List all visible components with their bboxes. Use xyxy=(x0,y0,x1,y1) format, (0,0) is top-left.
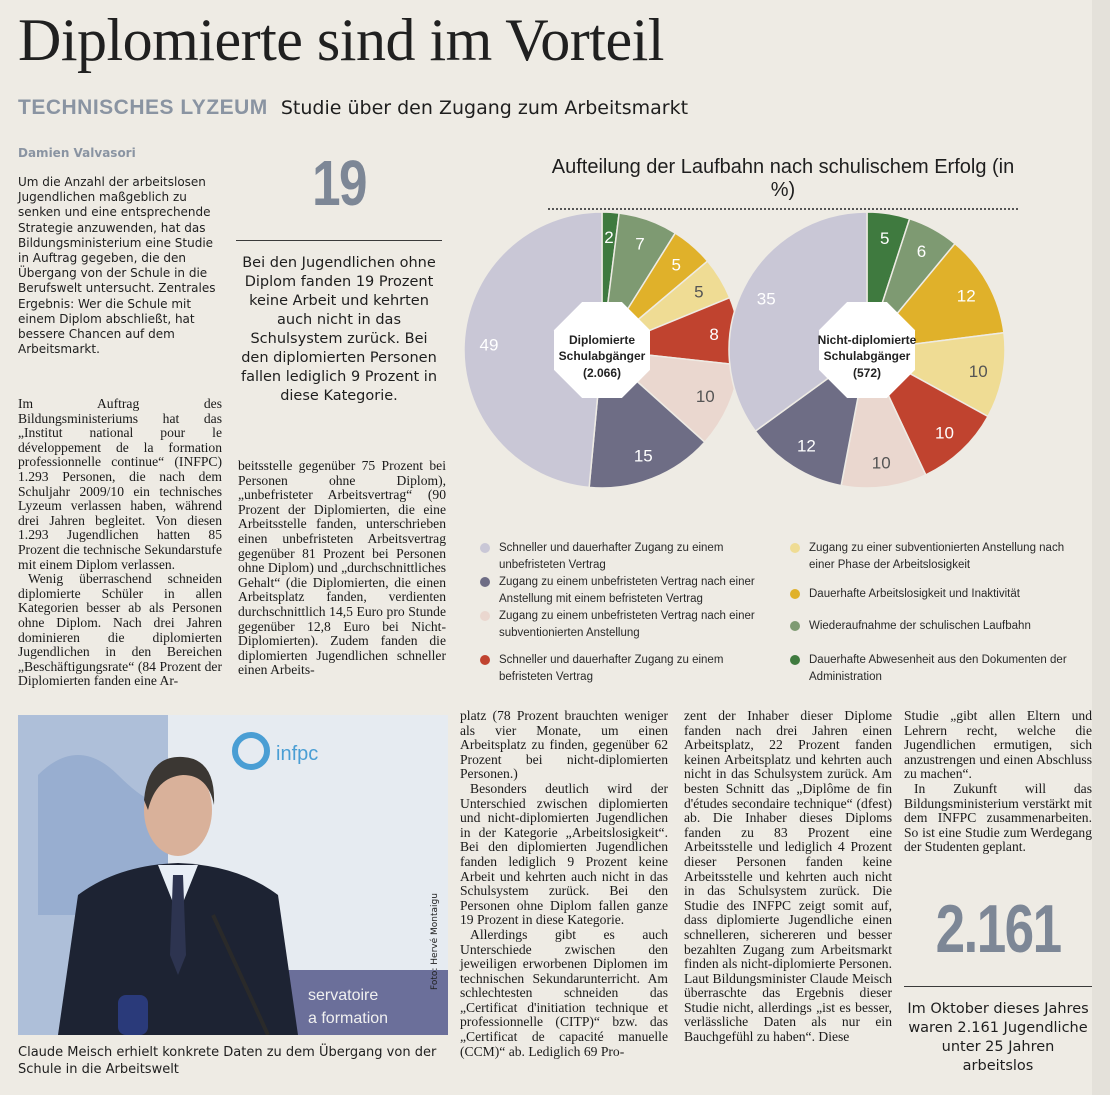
article-column-1: Im Auftrag des Bildungsministeriums hat … xyxy=(18,396,222,689)
speaker-hair xyxy=(144,756,215,810)
backdrop-logo-text: infpc xyxy=(276,743,318,765)
paragraph: Im Auftrag des Bildungsministeriums hat … xyxy=(18,396,222,572)
legend-swatch xyxy=(480,611,490,621)
slice-value-label: 6 xyxy=(917,242,926,261)
microphone-icon xyxy=(118,995,148,1035)
speaker-tie xyxy=(170,875,186,975)
paragraph: Allerdings gibt es auch Unterschiede zwi… xyxy=(460,926,668,1059)
pie-slice xyxy=(728,211,868,433)
article-column-4: zent der Inhaber dieser Diplome fanden n… xyxy=(684,708,892,1045)
legend-swatch xyxy=(790,589,800,599)
donut-center-count: (572) xyxy=(853,366,881,380)
donut-center xyxy=(554,302,650,398)
article-column-2: beitsstelle gegenüber 75 Prozent bei Per… xyxy=(238,458,447,678)
legend-label: Schneller und dauerhafter Zugang zu eine… xyxy=(499,654,724,683)
slice-value-label: 8 xyxy=(709,325,718,344)
banner-text: a formation xyxy=(308,1010,388,1027)
slice-value-label: 5 xyxy=(694,282,703,301)
legend-swatch xyxy=(480,655,490,665)
highlight-text-19: Bei den Jugendlichen ohne Diplom fanden … xyxy=(240,255,438,404)
slice-value-label: 5 xyxy=(671,256,680,275)
adjacent-page-edge xyxy=(1092,0,1110,1095)
chart-title: Aufteilung der Laufbahn nach schulischem… xyxy=(548,156,1018,210)
microphone xyxy=(211,914,270,1035)
legend-label: Dauerhafte Abwesenheit aus den Dokumente… xyxy=(809,654,1067,683)
legend-swatch xyxy=(790,621,800,631)
paragraph: Wenig überraschend schneiden diplomierte… xyxy=(18,571,222,689)
legend-item: Dauerhafte Arbeitslosigkeit und Inaktivi… xyxy=(790,586,1090,603)
slice-value-label: 7 xyxy=(635,234,644,253)
legend-item: Zugang zu einem unbefristeten Vertrag na… xyxy=(480,574,780,608)
paragraph: zent der Inhaber dieser Diplome fanden n… xyxy=(684,708,892,1045)
donut-center-count: (2.066) xyxy=(583,366,621,380)
article-column-5: Studie „gibt allen Eltern und Lehrern re… xyxy=(904,708,1092,855)
article-kicker: TECHNISCHES LYZEUM xyxy=(18,96,268,119)
byline: Damien Valvasori xyxy=(18,146,136,160)
highlight-divider xyxy=(904,986,1092,987)
speaker-face xyxy=(144,764,212,856)
legend-label: Wiederaufnahme der schulischen Laufbahn xyxy=(809,620,1031,632)
highlight-divider xyxy=(236,240,442,241)
donut-center-label: Diplomierte xyxy=(569,333,635,347)
slice-value-label: 10 xyxy=(696,387,715,406)
slice-value-label: 49 xyxy=(480,336,499,355)
donut-center-label: Nicht-diplomierte xyxy=(818,333,917,347)
article-intro: Um die Anzahl der arbeitslosen Jugendlic… xyxy=(18,175,216,357)
donut-center-label: Schulabgänger xyxy=(559,349,646,363)
donut-nicht-diplomierte: 5 6 12 10 10 10 12 35 Nicht-diplomierte Schulabgä… xyxy=(728,211,1006,489)
pie-slice xyxy=(463,211,603,489)
legend-swatch xyxy=(790,543,800,553)
kicker-row: TECHNISCHES LYZEUM Studie über den Zugan… xyxy=(18,96,688,120)
slice-value-label: 5 xyxy=(880,229,889,248)
legend-swatch xyxy=(790,655,800,665)
article-subhead: Studie über den Zugang zum Arbeitsmarkt xyxy=(280,97,689,119)
legend-label: Zugang zu einem unbefristeten Vertrag na… xyxy=(499,576,755,605)
banner-text: servatoire xyxy=(308,987,378,1004)
highlight-number-19: 19 xyxy=(312,147,367,219)
infpc-logo-icon xyxy=(232,732,270,770)
legend-item: Wiederaufnahme der schulischen Laufbahn xyxy=(790,618,1090,635)
photo-caption: Claude Meisch erhielt konkrete Daten zu … xyxy=(18,1045,437,1077)
paragraph: In Zukunft will das Bildungsministerium … xyxy=(904,780,1092,855)
paragraph: Studie „gibt allen Eltern und Lehrern re… xyxy=(904,708,1092,782)
slice-value-label: 35 xyxy=(757,290,776,309)
slice-value-label: 10 xyxy=(872,453,891,472)
legend-label: Dauerhafte Arbeitslosigkeit und Inaktivi… xyxy=(809,588,1020,600)
paragraph: Besonders deutlich wird der Unterschied … xyxy=(460,780,668,928)
slice-value-label: 10 xyxy=(935,424,954,443)
legend-swatch xyxy=(480,543,490,553)
legend-item: Schneller und dauerhafter Zugang zu eine… xyxy=(480,540,780,574)
legend-swatch xyxy=(480,577,490,587)
legend-item: Dauerhafte Abwesenheit aus den Dokumente… xyxy=(790,652,1090,686)
legend-item: Zugang zu einem unbefristeten Vertrag na… xyxy=(480,608,780,642)
press-photo: infpc servatoire a formation xyxy=(18,715,448,1035)
slice-value-label: 10 xyxy=(969,362,988,381)
legend-item: Schneller und dauerhafter Zugang zu eine… xyxy=(480,652,780,686)
legend-label: Schneller und dauerhafter Zugang zu eine… xyxy=(499,542,724,571)
slice-value-label: 15 xyxy=(634,446,653,465)
legend-label: Zugang zu einer subventionierten Anstell… xyxy=(809,542,1065,571)
legend-item: Zugang zu einer subventionierten Anstell… xyxy=(790,540,1090,574)
article-headline: Diplomierte sind im Vorteil xyxy=(18,7,664,73)
legend-label: Zugang zu einem unbefristeten Vertrag na… xyxy=(499,610,755,639)
donut-center-label: Schulabgänger xyxy=(824,349,911,363)
photo-credit: Foto: Hervé Montaigu xyxy=(430,893,440,990)
highlight-number-2161: 2.161 xyxy=(935,891,1062,967)
donut-diplomierte: 2 7 55 8 10 15 49 Diplomierte Schulabgänger (2.06… xyxy=(463,211,741,489)
donut-center xyxy=(819,302,915,398)
paragraph: platz (78 Prozent brauchten weniger als … xyxy=(460,708,668,782)
slice-value-label: 2 xyxy=(604,228,613,247)
slice-value-label: 12 xyxy=(957,287,976,306)
highlight-text-2161: Im Oktober dieses Jahres waren 2.161 Jug… xyxy=(907,1001,1089,1074)
paragraph: beitsstelle gegenüber 75 Prozent bei Per… xyxy=(238,458,447,678)
slice-value-label: 12 xyxy=(797,437,816,456)
article-column-3: platz (78 Prozent brauchten weniger als … xyxy=(460,708,668,1059)
